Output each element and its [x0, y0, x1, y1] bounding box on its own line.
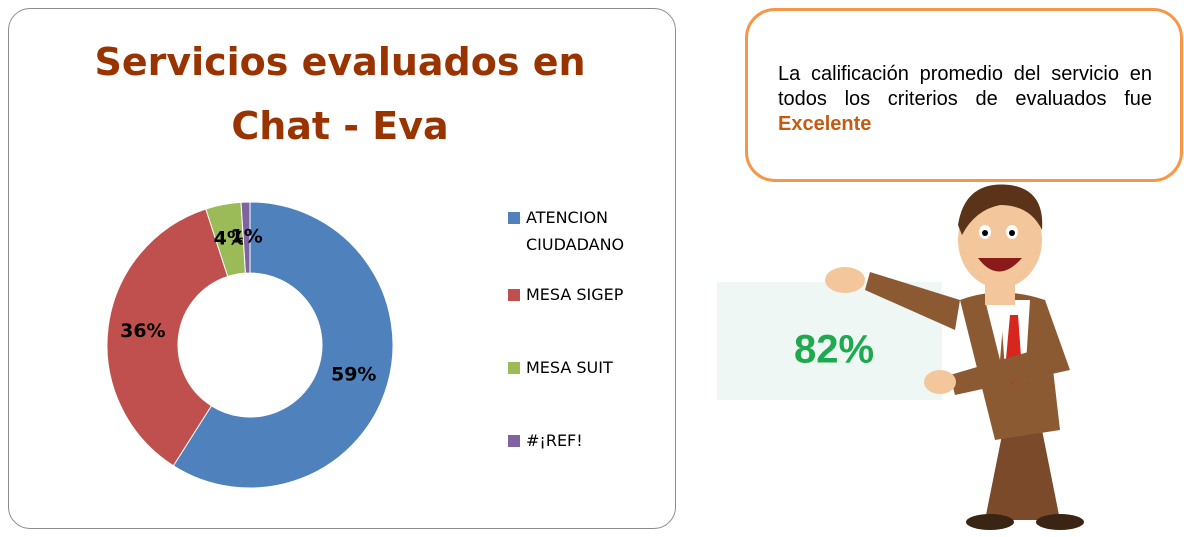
- legend-label: ATENCION CIUDADANO: [526, 208, 624, 254]
- callout-sentence: La calificación promedio del servicio en…: [778, 63, 1152, 110]
- chart-title: Servicios evaluados en Chat - Eva: [94, 40, 586, 148]
- callout-text: La calificación promedio del servicio en…: [778, 62, 1152, 137]
- legend-swatch: [508, 289, 520, 301]
- chart-panel: [8, 8, 676, 529]
- legend-line: CIUDADANO: [526, 235, 624, 254]
- donut-segment: [172, 201, 394, 489]
- data-label: 59%: [331, 364, 376, 386]
- donut-segment: [106, 208, 229, 467]
- legend-swatch: [508, 212, 520, 224]
- legend-swatch: [508, 435, 520, 447]
- legend-line: MESA SIGEP: [526, 285, 624, 304]
- legend-swatch: [508, 362, 520, 374]
- cartoon-man: [825, 184, 1084, 530]
- callout-box: [745, 8, 1183, 182]
- legend-line: ATENCION: [526, 208, 608, 227]
- sign-text: 82%: [794, 328, 874, 372]
- legend-label: #¡REF!: [526, 431, 583, 450]
- data-label: 1%: [230, 226, 262, 248]
- donut-segment: [240, 201, 251, 274]
- legend-label: MESA SUIT: [526, 358, 613, 377]
- data-label: 4%: [214, 227, 246, 249]
- legend-line: MESA SUIT: [526, 358, 613, 377]
- legend-line: #¡REF!: [526, 431, 583, 450]
- data-label: 36%: [120, 320, 165, 342]
- callout-emphasis: Excelente: [778, 113, 872, 135]
- legend-label: MESA SIGEP: [526, 285, 624, 304]
